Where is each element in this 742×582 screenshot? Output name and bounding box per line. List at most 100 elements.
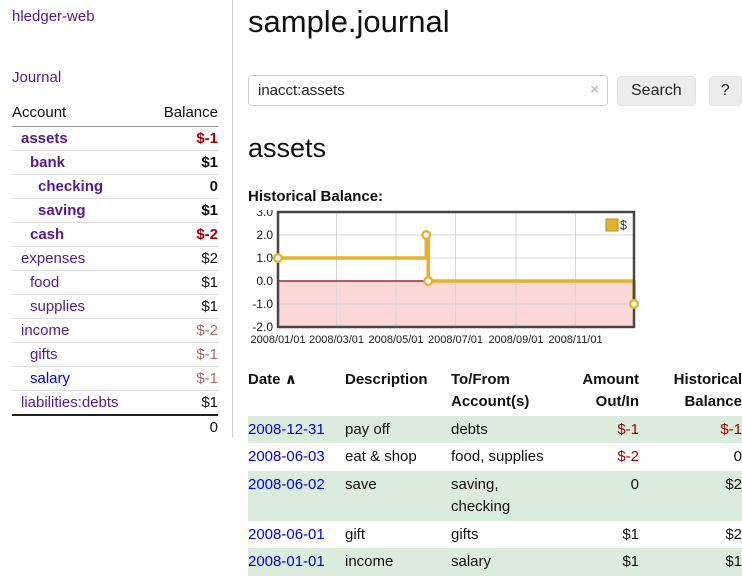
account-row-expenses: expenses $2 xyxy=(12,246,218,271)
register-table: Date ∧ Description To/From Account(s) Am… xyxy=(248,366,742,576)
sidebar-item-journal[interactable]: Journal xyxy=(12,69,62,86)
search-button[interactable]: Search xyxy=(617,75,696,106)
transaction-amount: $1 xyxy=(622,525,639,543)
svg-text:$: $ xyxy=(620,219,627,233)
account-balance: $-2 xyxy=(148,318,218,343)
amount-column-header: Amount Out/In xyxy=(582,371,639,410)
search-form: × Search ? xyxy=(248,75,742,106)
account-link-supplies[interactable]: supplies xyxy=(30,298,86,315)
account-link-cash[interactable]: cash xyxy=(30,226,65,243)
account-link-liabilities-debts[interactable]: liabilities:debts xyxy=(21,394,119,411)
help-button[interactable]: ? xyxy=(708,75,742,106)
svg-text:2.0: 2.0 xyxy=(256,228,273,242)
transaction-amount: $1 xyxy=(549,548,639,576)
transaction-accounts: food, supplies xyxy=(451,448,544,466)
account-row-income: income $-2 xyxy=(12,318,218,343)
transaction-description: pay off xyxy=(345,415,451,444)
account-balance: $1 xyxy=(148,390,218,415)
account-link-saving[interactable]: saving xyxy=(38,202,86,219)
main-content: sample.journal × Search ? assets Histori… xyxy=(233,0,742,576)
search-input[interactable] xyxy=(248,75,608,106)
account-link-food[interactable]: food xyxy=(30,274,60,291)
register-row: 2008-01-01 income salary $1 $1 xyxy=(248,548,742,576)
account-row-saving: saving $1 xyxy=(12,198,218,223)
date-column-header[interactable]: Date ∧ xyxy=(248,371,297,388)
search-box: × xyxy=(248,75,608,106)
transaction-accounts: gifts xyxy=(451,525,479,543)
balance-column-header: Balance xyxy=(148,100,218,127)
account-balance: $1 xyxy=(148,150,218,175)
account-row-supplies: supplies $1 xyxy=(12,294,218,319)
transaction-balance: $2 xyxy=(725,525,742,543)
register-row: 2008-06-03 eat & shop food, supplies $-2… xyxy=(248,443,742,471)
transaction-amount: 0 xyxy=(549,471,639,521)
svg-text:-1.0: -1.0 xyxy=(252,297,273,311)
account-balance: $-1 xyxy=(148,342,218,367)
svg-text:2008/03/01: 2008/03/01 xyxy=(309,334,364,346)
account-balance: $-1 xyxy=(148,366,218,391)
account-link-expenses[interactable]: expenses xyxy=(21,250,86,267)
account-row-bank: bank $1 xyxy=(12,150,218,175)
account-column-header: Account xyxy=(12,100,149,127)
accounts-column-header: To/From Account(s) xyxy=(451,371,530,410)
account-balance: $1 xyxy=(148,270,218,295)
transaction-balance: $1 xyxy=(639,548,742,576)
account-row-food: food $1 xyxy=(12,270,218,295)
app-title-link[interactable]: hledger-web xyxy=(12,8,95,25)
svg-text:3.0: 3.0 xyxy=(256,210,273,219)
accounts-table-header: Account Balance xyxy=(12,100,218,127)
clear-search-icon[interactable]: × xyxy=(590,81,599,98)
account-link-income[interactable]: income xyxy=(21,322,70,339)
transaction-balance: 0 xyxy=(733,448,742,466)
historical-balance-chart: $3.0 2.0 1.0 0.0 -1.0 -2.0 2008/01/01 2008/03/0… xyxy=(248,210,640,350)
register-header-row: Date ∧ Description To/From Account(s) Am… xyxy=(248,366,742,416)
transaction-description: eat & shop xyxy=(345,448,417,466)
svg-text:2008/01/01: 2008/01/01 xyxy=(250,334,305,346)
account-link-checking[interactable]: checking xyxy=(38,178,104,195)
accounts-total-row: 0 xyxy=(12,414,218,439)
transaction-date-link[interactable]: 2008-06-01 xyxy=(248,525,325,543)
accounts-table: Account Balance assets $-1 bank $1 check… xyxy=(12,100,218,439)
svg-text:2008/09/01: 2008/09/01 xyxy=(488,334,543,346)
register-row: 2008-06-01 gift gifts $1 $2 xyxy=(248,521,742,549)
account-row-checking: checking 0 xyxy=(12,174,218,199)
transaction-date-link[interactable]: 2008-12-31 xyxy=(248,420,325,438)
transaction-date-link[interactable]: 2008-06-03 xyxy=(248,448,325,466)
transaction-description: save xyxy=(345,471,451,521)
account-balance: $1 xyxy=(148,294,218,319)
account-link-assets[interactable]: assets xyxy=(21,130,68,147)
svg-text:2008/07/01: 2008/07/01 xyxy=(428,334,483,346)
account-balance: $-1 xyxy=(196,130,218,147)
svg-text:1.0: 1.0 xyxy=(256,251,273,265)
account-row-gifts: gifts $-1 xyxy=(12,342,218,367)
account-balance: $1 xyxy=(148,198,218,223)
svg-text:0.0: 0.0 xyxy=(256,274,273,288)
svg-text:2008/11/01: 2008/11/01 xyxy=(548,334,602,346)
page-title: sample.journal xyxy=(248,4,450,39)
transaction-balance: $-1 xyxy=(639,415,742,444)
transaction-accounts: saving, checking xyxy=(451,471,549,521)
transaction-description: gift xyxy=(345,525,366,543)
transaction-amount: $-2 xyxy=(617,448,639,466)
transaction-date-link[interactable]: 2008-01-01 xyxy=(248,553,325,571)
account-page-title: assets xyxy=(248,133,327,163)
transaction-description: income xyxy=(345,548,451,576)
balance-column-header: Historical Balance xyxy=(673,371,742,410)
account-row-salary: salary $-1 xyxy=(12,366,218,391)
transaction-accounts: salary xyxy=(451,548,549,576)
sidebar: hledger-web Journal Account Balance asse… xyxy=(0,0,233,439)
sort-asc-icon: ∧ xyxy=(284,371,297,388)
account-balance: $2 xyxy=(148,246,218,271)
svg-text:2008/05/01: 2008/05/01 xyxy=(368,334,423,346)
transaction-balance: $2 xyxy=(639,471,742,521)
chart-title: Historical Balance: xyxy=(248,188,384,205)
account-link-bank[interactable]: bank xyxy=(30,154,66,171)
account-link-gifts[interactable]: gifts xyxy=(30,346,58,363)
account-link-salary[interactable]: salary xyxy=(30,370,71,387)
register-row: 2008-12-31 pay off debts $-1 $-1 xyxy=(248,415,742,444)
account-row-cash: cash $-2 xyxy=(12,222,218,247)
transaction-date-link[interactable]: 2008-06-02 xyxy=(248,476,325,493)
account-balance: 0 xyxy=(148,174,218,199)
